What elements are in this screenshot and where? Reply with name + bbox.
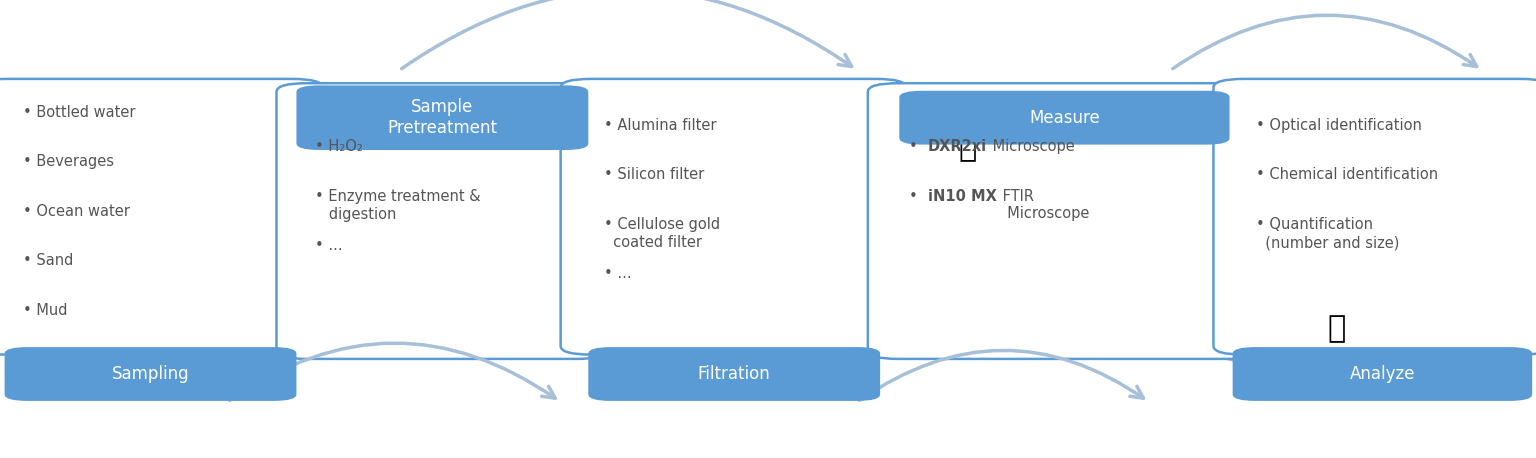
FancyBboxPatch shape xyxy=(1232,347,1533,401)
Text: • ...: • ... xyxy=(315,238,343,253)
Text: • Cellulose gold
  coated filter: • Cellulose gold coated filter xyxy=(604,217,720,251)
Text: Analyze: Analyze xyxy=(1350,365,1415,383)
Text: DXR2xi: DXR2xi xyxy=(928,139,986,154)
Text: Filtration: Filtration xyxy=(697,365,771,383)
Text: Measure: Measure xyxy=(1029,109,1100,127)
Text: • H₂O₂: • H₂O₂ xyxy=(315,139,362,154)
Text: • Silicon filter: • Silicon filter xyxy=(604,167,703,182)
Text: • Mud: • Mud xyxy=(23,303,68,318)
Text: • Ocean water: • Ocean water xyxy=(23,204,131,219)
FancyBboxPatch shape xyxy=(899,91,1229,145)
Text: Sample
Pretreatment: Sample Pretreatment xyxy=(387,98,498,137)
Text: •: • xyxy=(909,189,923,204)
Text: • ...: • ... xyxy=(604,266,631,281)
Text: • Chemical identification: • Chemical identification xyxy=(1256,167,1439,182)
Text: •: • xyxy=(909,139,923,154)
Text: • Optical identification: • Optical identification xyxy=(1256,118,1422,133)
Text: Microscope: Microscope xyxy=(988,139,1074,154)
Text: • Bottled water: • Bottled water xyxy=(23,105,135,120)
FancyBboxPatch shape xyxy=(1213,79,1536,354)
Text: Sampling: Sampling xyxy=(112,365,189,383)
FancyBboxPatch shape xyxy=(0,79,323,354)
Text: FTIR
  Microscope: FTIR Microscope xyxy=(998,189,1089,221)
Text: 🔬: 🔬 xyxy=(958,133,977,162)
Circle shape xyxy=(1183,286,1490,372)
FancyBboxPatch shape xyxy=(276,83,607,359)
Text: • Enzyme treatment &
   digestion: • Enzyme treatment & digestion xyxy=(315,189,481,222)
Text: • Beverages: • Beverages xyxy=(23,154,114,169)
FancyBboxPatch shape xyxy=(561,79,906,354)
Text: • Alumina filter: • Alumina filter xyxy=(604,118,716,133)
Circle shape xyxy=(822,107,1114,189)
FancyBboxPatch shape xyxy=(588,347,880,401)
Text: 🔭: 🔭 xyxy=(1327,314,1346,343)
Text: iN10 MX: iN10 MX xyxy=(928,189,997,204)
FancyBboxPatch shape xyxy=(868,83,1260,359)
FancyBboxPatch shape xyxy=(296,85,588,150)
Text: • Sand: • Sand xyxy=(23,253,74,268)
FancyBboxPatch shape xyxy=(5,347,296,401)
Text: • Quantification
  (number and size): • Quantification (number and size) xyxy=(1256,217,1399,251)
